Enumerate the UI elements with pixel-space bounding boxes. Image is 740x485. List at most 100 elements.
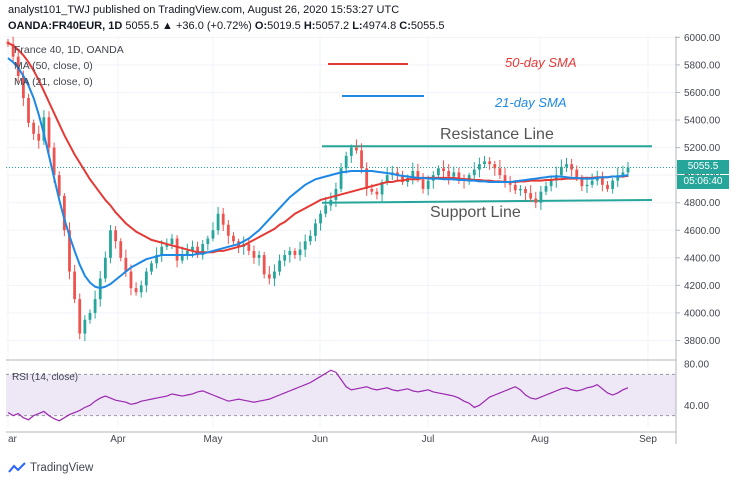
candle-body xyxy=(247,244,251,251)
close-value: 5055.5 xyxy=(410,20,445,32)
candle-body xyxy=(503,175,507,183)
sma50-annotation: 50-day SMA xyxy=(505,55,577,70)
price-tick-label: 4200.00 xyxy=(684,281,721,292)
candle-body xyxy=(565,164,568,167)
candle-body xyxy=(513,184,517,191)
price-tick-label: 5400.00 xyxy=(684,116,721,127)
candle-body xyxy=(416,171,420,180)
rsi-label: RSI (14, close) xyxy=(12,372,79,383)
moving-averages xyxy=(7,42,629,290)
candle-body xyxy=(529,193,533,199)
candle-body xyxy=(472,169,476,176)
candle-body xyxy=(27,97,30,123)
rsi-tick-label: 80.00 xyxy=(684,360,709,371)
candle-body xyxy=(334,188,338,200)
candle-body xyxy=(232,235,235,242)
candle-body xyxy=(411,171,415,178)
candle-body xyxy=(575,169,579,178)
bar-countdown: 05:06:40 xyxy=(677,175,729,189)
sma21-annotation: 21-day SMA xyxy=(495,95,567,110)
candle-body xyxy=(442,168,445,172)
candle-body xyxy=(539,191,543,203)
candle-body xyxy=(375,191,379,195)
candle-body xyxy=(611,180,615,189)
candle-body xyxy=(324,205,328,214)
candle-body xyxy=(221,213,225,225)
symbol-name: OANDA:FR40EUR, 1D xyxy=(8,20,123,32)
candle-body xyxy=(21,75,25,98)
time-tick-label: May xyxy=(204,434,223,445)
candle-body xyxy=(549,180,553,187)
candle-body xyxy=(467,175,471,181)
candle-body xyxy=(170,238,174,245)
candle-body xyxy=(365,168,369,189)
candle-body xyxy=(262,255,266,275)
candle-body xyxy=(62,195,66,231)
candle-body xyxy=(288,250,292,256)
candle-body xyxy=(293,250,297,256)
candle-body xyxy=(180,255,184,261)
tradingview-brand[interactable]: TradingView xyxy=(8,462,93,474)
candle-body xyxy=(273,271,276,279)
support-line xyxy=(321,198,653,204)
candle-body xyxy=(298,249,302,256)
time-tick-label: Jun xyxy=(312,434,328,445)
candle-body xyxy=(129,271,133,289)
candle-body xyxy=(160,246,164,256)
candle-body xyxy=(554,175,558,181)
candle-body xyxy=(508,182,512,185)
ma50-line xyxy=(7,42,629,254)
price-tick-label: 4000.00 xyxy=(684,308,721,319)
resistance-label: Resistance Line xyxy=(440,126,554,143)
candle-body xyxy=(590,180,594,185)
price-tick-label: 4600.00 xyxy=(684,226,721,237)
rsi-tick-label: 40.00 xyxy=(684,401,709,412)
candle-body xyxy=(144,271,148,286)
legend-ma50: MA (50, close, 0) xyxy=(14,60,93,72)
candle-body xyxy=(93,299,97,313)
candle-body xyxy=(544,186,548,192)
candle-body xyxy=(278,260,281,272)
candle-body xyxy=(421,179,425,189)
brand-label: TradingView xyxy=(30,462,94,474)
candle-body xyxy=(308,235,312,242)
publish-info: analyst101_TWJ published on TradingView.… xyxy=(8,4,400,16)
candle-body xyxy=(355,147,358,151)
time-tick-label: Sep xyxy=(639,434,657,445)
candle-body xyxy=(349,147,353,156)
high-label: H: xyxy=(303,20,316,32)
candle-body xyxy=(196,246,199,256)
candle-body xyxy=(426,180,430,189)
candles xyxy=(6,36,630,342)
candle-body xyxy=(165,244,169,247)
candle-body xyxy=(206,238,210,245)
candle-body xyxy=(150,263,153,272)
high-value: 5057.2 xyxy=(315,20,350,32)
candle-body xyxy=(109,230,112,258)
rsi-band-fill xyxy=(6,374,676,416)
candle-body xyxy=(155,255,158,264)
candle-body xyxy=(396,172,399,176)
candle-body xyxy=(329,199,333,206)
candle-body xyxy=(385,175,389,183)
rsi-line xyxy=(7,369,629,422)
price-tick-label: 6000.00 xyxy=(684,33,721,44)
candle-body xyxy=(570,164,574,170)
candle-body xyxy=(580,177,584,187)
candle-body xyxy=(57,175,61,196)
candle-body xyxy=(119,241,123,258)
candle-body xyxy=(47,117,51,148)
candle-body xyxy=(478,164,481,170)
candle-body xyxy=(267,274,271,279)
candle-body xyxy=(83,319,87,334)
candle-body xyxy=(175,238,179,261)
candle-body xyxy=(319,213,322,224)
candle-body xyxy=(114,230,118,242)
low-value: 4974.8 xyxy=(362,20,397,32)
candle-body xyxy=(616,175,620,181)
candle-body xyxy=(585,184,589,187)
candle-body xyxy=(257,255,261,258)
candle-body xyxy=(524,188,527,194)
candle-body xyxy=(52,147,56,176)
